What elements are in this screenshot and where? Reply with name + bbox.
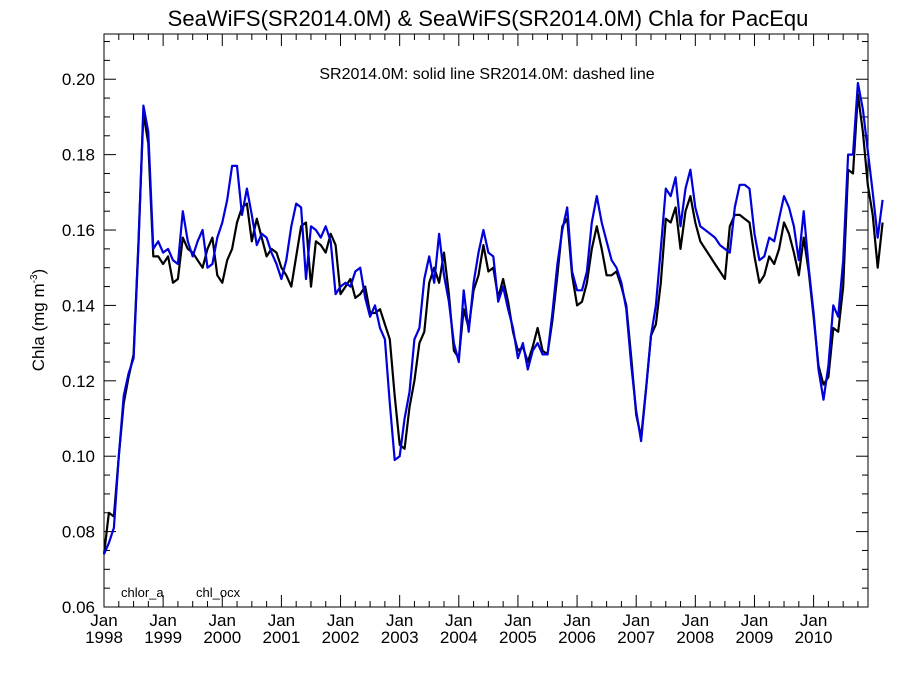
x-tick-label-month: Jan (622, 611, 649, 630)
x-tick-label-month: Jan (800, 611, 827, 630)
x-tick-label-year: 2006 (558, 628, 596, 647)
y-tick-label: 0.06 (62, 598, 95, 617)
plot-frame (103, 33, 869, 608)
x-tick-label-year: 2005 (499, 628, 537, 647)
legend: chlor_a chl_ocx (121, 585, 241, 600)
y-tick-label: 0.08 (62, 523, 95, 542)
x-tick-label-year: 2002 (322, 628, 360, 647)
x-tick-label-year: 2003 (381, 628, 419, 647)
x-tick-label-month: Jan (327, 611, 354, 630)
y-tick-label: 0.20 (62, 70, 95, 89)
x-tick-label-month: Jan (268, 611, 295, 630)
x-tick-label-month: Jan (209, 611, 236, 630)
series-lines (102, 81, 884, 555)
x-tick-label-month: Jan (386, 611, 413, 630)
x-tick-label-year: 2007 (617, 628, 655, 647)
x-tick-label-month: Jan (741, 611, 768, 630)
x-tick-label-year: 1998 (85, 628, 123, 647)
series-line-chlor-a (102, 93, 884, 555)
x-tick-label-year: 2001 (262, 628, 300, 647)
legend-entry-chlor-a: chlor_a (121, 585, 164, 600)
y-axis-label: Chla (mg m-3) (29, 269, 48, 371)
x-tick-label-year: 1999 (144, 628, 182, 647)
x-tick-label-year: 2000 (203, 628, 241, 647)
legend-entry-chl-ocx: chl_ocx (196, 585, 241, 600)
line-style-annotation: SR2014.0M: solid line SR2014.0M: dashed … (319, 66, 654, 83)
y-tick-label: 0.14 (62, 296, 95, 315)
y-axis-label-exponent: -3 (29, 274, 40, 283)
x-tick-label-month: Jan (682, 611, 709, 630)
y-tick-label: 0.18 (62, 146, 95, 165)
axis-ticks: 0.060.080.100.120.140.160.180.20Jan1998J… (62, 34, 868, 647)
x-tick-label-year: 2009 (736, 628, 774, 647)
chart-title: SeaWiFS(SR2014.0M) & SeaWiFS(SR2014.0M) … (168, 6, 809, 31)
x-tick-label-month: Jan (90, 611, 117, 630)
x-tick-label-month: Jan (563, 611, 590, 630)
series-line-chl-ocx (102, 81, 884, 555)
y-axis-label-close: ) (29, 269, 48, 275)
y-axis-label-text: Chla (mg m (29, 283, 48, 371)
x-tick-label-month: Jan (504, 611, 531, 630)
x-tick-label-month: Jan (149, 611, 176, 630)
x-tick-label-year: 2010 (795, 628, 833, 647)
x-tick-label-month: Jan (445, 611, 472, 630)
y-tick-label: 0.16 (62, 221, 95, 240)
y-tick-label: 0.10 (62, 447, 95, 466)
y-tick-label: 0.12 (62, 372, 95, 391)
x-tick-label-year: 2004 (440, 628, 478, 647)
x-tick-label-year: 2008 (676, 628, 714, 647)
